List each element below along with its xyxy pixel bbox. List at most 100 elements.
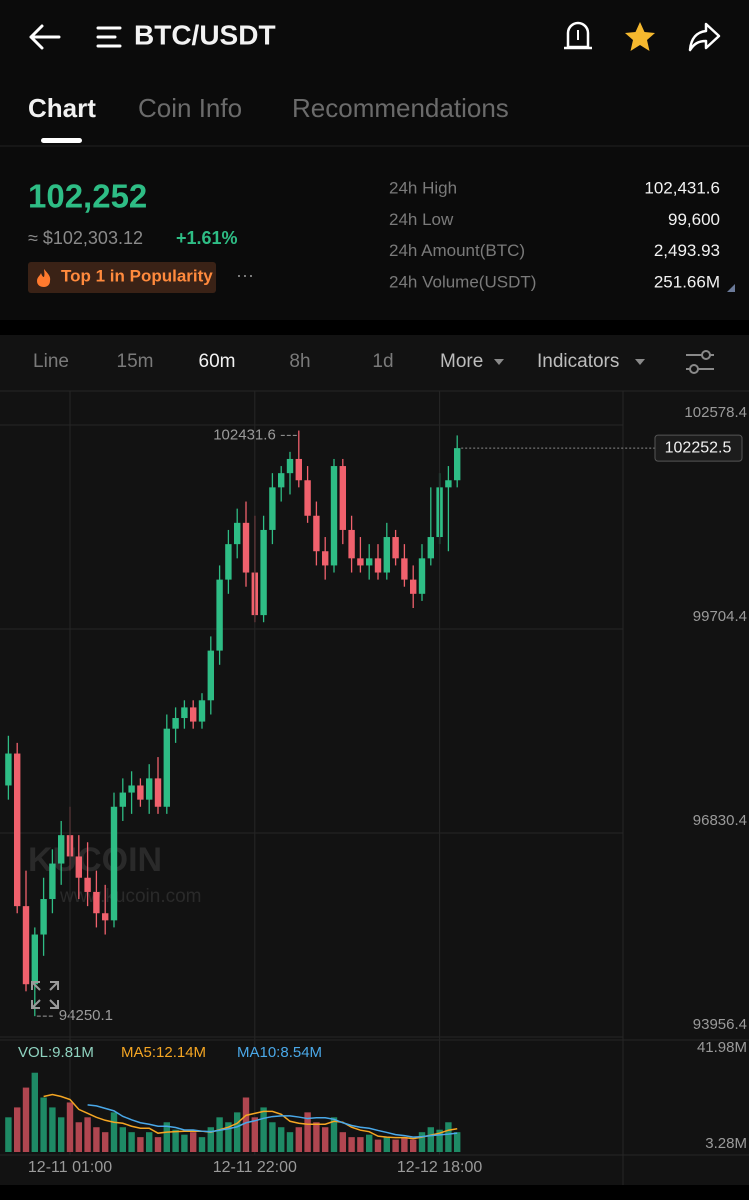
indicators-menu[interactable]: Indicators bbox=[537, 351, 619, 372]
flame-icon bbox=[37, 269, 51, 287]
interval[interactable]: 15m bbox=[117, 351, 154, 372]
volume-bar bbox=[357, 1137, 364, 1152]
volume-bar bbox=[93, 1127, 100, 1152]
candle-body bbox=[102, 913, 109, 921]
y-tick-label: 3.28M bbox=[705, 1135, 747, 1152]
tab[interactable]: Coin Info bbox=[138, 93, 242, 123]
interval[interactable]: 8h bbox=[289, 351, 310, 372]
more-dots[interactable]: ··· bbox=[236, 265, 254, 285]
volume-bar bbox=[146, 1132, 153, 1152]
volume-bar bbox=[102, 1132, 109, 1152]
candle-body bbox=[269, 487, 276, 530]
volume-bar bbox=[410, 1139, 417, 1152]
more-menu[interactable]: More bbox=[440, 351, 483, 372]
volume-bar bbox=[339, 1132, 346, 1152]
volume-bar bbox=[40, 1097, 47, 1152]
interval[interactable]: Line bbox=[33, 351, 69, 372]
volume-bar bbox=[14, 1107, 21, 1152]
candle-body bbox=[163, 728, 170, 807]
candle-body bbox=[128, 785, 135, 793]
watermark-logo: KUCOIN bbox=[28, 841, 162, 879]
volume-bar bbox=[58, 1117, 65, 1152]
candle-body bbox=[190, 707, 197, 722]
last-price-label: 102252.5 bbox=[665, 439, 732, 456]
y-tick-label: 99704.4 bbox=[693, 608, 747, 625]
candle-body bbox=[427, 537, 434, 559]
volume-bar bbox=[110, 1112, 118, 1152]
ma-line bbox=[87, 1104, 458, 1138]
volume-bar bbox=[260, 1107, 267, 1152]
dropdown-caret bbox=[494, 359, 504, 365]
badge-text: Top 1 in Popularity bbox=[61, 266, 213, 285]
volume-bar bbox=[66, 1102, 74, 1152]
y-tick-label: 102578.4 bbox=[684, 404, 747, 421]
candle-body bbox=[22, 906, 30, 985]
last-price: 102,252 bbox=[28, 178, 147, 215]
y-tick-label: 96830.4 bbox=[693, 812, 747, 829]
y-tick-label: 93956.4 bbox=[693, 1016, 747, 1033]
badge[interactable] bbox=[28, 262, 216, 293]
stat-value: 102,431.6 bbox=[644, 178, 720, 197]
alert-button[interactable] bbox=[564, 21, 592, 50]
volume-bar bbox=[172, 1129, 179, 1152]
tab[interactable]: Chart bbox=[28, 93, 96, 123]
volume-bar bbox=[313, 1122, 320, 1152]
candle-body bbox=[146, 778, 153, 800]
chart: 93956.4 96830.4 99704.4 102578.4 102431.6 942… bbox=[0, 391, 747, 1176]
volume-bar bbox=[49, 1107, 56, 1152]
last-price-box bbox=[654, 434, 743, 462]
pair-title: BTC/USDT bbox=[134, 19, 276, 50]
separator bbox=[0, 320, 749, 335]
candle-body bbox=[49, 863, 56, 900]
candle-body bbox=[313, 515, 320, 552]
interval-active[interactable]: 60m bbox=[199, 351, 236, 372]
menu-button[interactable] bbox=[96, 26, 122, 48]
candle-body bbox=[418, 558, 426, 594]
volume-bar bbox=[278, 1127, 285, 1152]
candle-body bbox=[58, 835, 65, 864]
volume-bar bbox=[295, 1127, 302, 1152]
volume-bar bbox=[286, 1132, 294, 1152]
legend-entry: VOL:9.81M bbox=[18, 1044, 94, 1061]
legend-entry: MA5:12.14M bbox=[121, 1044, 206, 1061]
candle-body bbox=[445, 480, 452, 488]
stat-label: 24h High bbox=[389, 178, 457, 197]
settings-button[interactable] bbox=[686, 350, 714, 374]
tab[interactable]: Recommendations bbox=[292, 93, 509, 123]
dropdown-caret bbox=[635, 359, 645, 365]
share-button[interactable] bbox=[688, 22, 721, 52]
candle-body bbox=[392, 537, 399, 559]
volume-bar bbox=[330, 1117, 338, 1152]
x-tick-label: 12-12 18:00 bbox=[397, 1159, 483, 1176]
volume-bar bbox=[31, 1072, 38, 1152]
candle-body bbox=[242, 522, 250, 573]
stat-value: 251.66M bbox=[654, 272, 720, 291]
candle-body bbox=[225, 544, 232, 580]
favorite-star[interactable] bbox=[625, 22, 655, 51]
stat-label: 24h Low bbox=[389, 210, 454, 229]
volume-bar bbox=[234, 1112, 241, 1152]
expand-button[interactable] bbox=[31, 981, 59, 1009]
volume-bar bbox=[198, 1137, 206, 1152]
candle-body bbox=[366, 558, 373, 566]
volume-bar bbox=[383, 1137, 390, 1152]
candle-body bbox=[93, 891, 100, 914]
volume-bar bbox=[436, 1129, 443, 1152]
candle-body bbox=[31, 934, 38, 985]
price-change: +1.61% bbox=[176, 228, 238, 248]
back-button[interactable] bbox=[29, 24, 61, 50]
volume-bar bbox=[225, 1122, 232, 1152]
candle-body bbox=[454, 448, 461, 481]
volume-bar bbox=[366, 1134, 373, 1152]
high-marker-label: 102431.6 bbox=[213, 426, 276, 443]
chart-panel bbox=[0, 335, 749, 1185]
candle-body bbox=[260, 529, 267, 616]
volume-bar bbox=[242, 1097, 250, 1152]
candle-body bbox=[198, 700, 206, 722]
corner-mark bbox=[727, 284, 735, 292]
stats: 24h High 102,431.6 24h Low 99,600 24h Amount… bbox=[389, 178, 720, 291]
candle-body bbox=[286, 458, 294, 474]
candle-body bbox=[207, 650, 214, 701]
interval[interactable]: 1d bbox=[372, 351, 393, 372]
